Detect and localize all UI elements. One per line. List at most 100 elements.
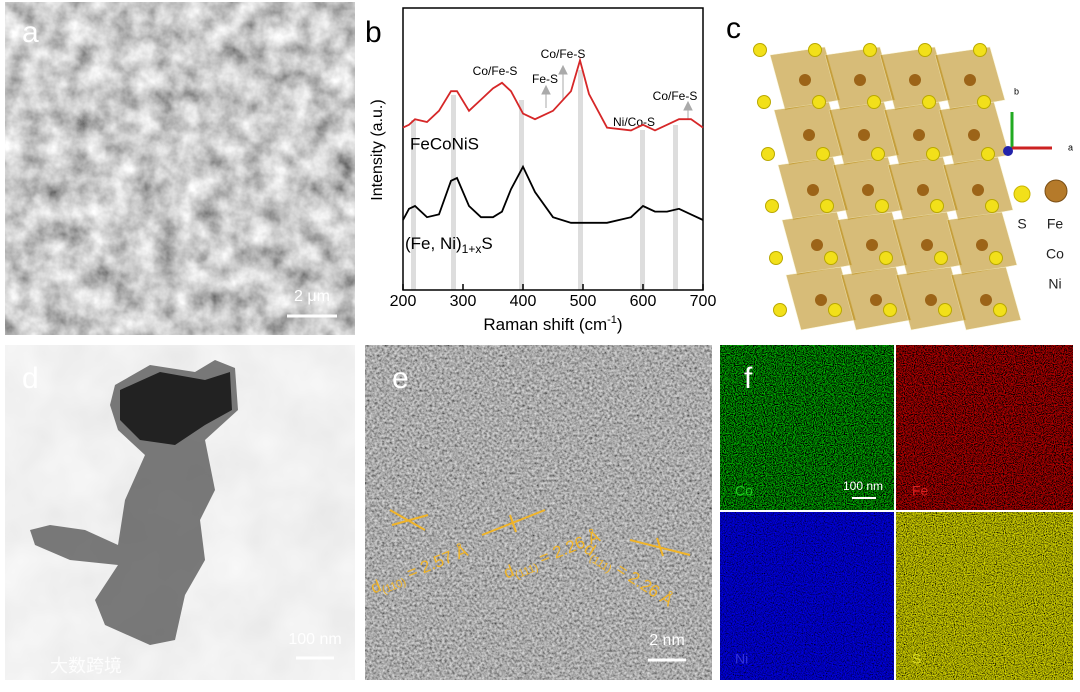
annotation: Co/Fe-S (541, 47, 586, 61)
sulfur-atom (938, 303, 952, 317)
metal-atom (866, 239, 878, 251)
metal-atom (972, 184, 984, 196)
legend-label: Ni (1048, 276, 1061, 292)
x-tick-label: 500 (570, 293, 597, 310)
legend-label: Fe (1047, 216, 1064, 232)
sulfur-atom (816, 147, 830, 161)
metal-atom (807, 184, 819, 196)
axis-label: a (1068, 142, 1073, 152)
label-part: (Fe, Ni) (405, 234, 462, 253)
scale-bar-label: 2 μm (294, 288, 330, 305)
scale-bar-label: 2 nm (649, 632, 685, 649)
label-part: S (481, 234, 492, 253)
label-part: Raman shift (cm (483, 315, 607, 334)
panel-label: e (392, 362, 409, 395)
metal-atom (925, 294, 937, 306)
label-sub: 1+x (462, 242, 482, 256)
metal-atom (917, 184, 929, 196)
sulfur-atom (977, 95, 991, 109)
map-ni (720, 512, 894, 680)
label-sup: -1 (607, 314, 617, 326)
legend-sphere (1044, 179, 1068, 203)
annotation-arrows (541, 64, 693, 120)
x-axis-title: Raman shift (cm-1) (483, 314, 622, 335)
metal-atom (799, 74, 811, 86)
metal-atom (921, 239, 933, 251)
marker (656, 537, 664, 557)
sulfur-atom (930, 199, 944, 213)
axis-indicator: b a (1003, 86, 1073, 156)
sulfur-atom (918, 43, 932, 57)
sulfur-atom (922, 95, 936, 109)
x-tick-label: 400 (510, 293, 537, 310)
legend-label: S (1017, 216, 1026, 232)
sulfur-atom (879, 251, 893, 265)
metal-atom (870, 294, 882, 306)
axis-label: b (1014, 86, 1019, 96)
sulfur-atom (883, 303, 897, 317)
annotation: Fe-S (532, 72, 558, 86)
metal-atom (980, 294, 992, 306)
particle-dense (120, 372, 232, 445)
sulfur-atom (989, 251, 1003, 265)
sulfur-atom (871, 147, 885, 161)
guide (411, 120, 416, 290)
guide (578, 70, 583, 290)
legend-sphere (1013, 185, 1031, 203)
sulfur-atom (863, 43, 877, 57)
scale-bar-label: 100 nm (288, 631, 341, 648)
scale-bar-label: 100 nm (843, 479, 883, 493)
x-tick-label: 300 (450, 293, 477, 310)
y-axis-title: Intensity (a.u.) (369, 99, 386, 200)
map-label: Fe (912, 483, 929, 499)
sem-image (5, 2, 355, 335)
sulfur-atom (828, 303, 842, 317)
metal-atom (803, 129, 815, 141)
x-tick-label: 200 (390, 293, 417, 310)
map-label: Ni (735, 651, 748, 667)
legend-label: Co (1046, 246, 1064, 262)
map-fe (896, 345, 1073, 510)
annotation: Co/Fe-S (653, 89, 698, 103)
panel-label: a (22, 16, 39, 49)
sulfur-atom (808, 43, 822, 57)
metal-atom (815, 294, 827, 306)
sulfur-atom (820, 199, 834, 213)
arrow-head (541, 84, 551, 95)
guide (640, 130, 645, 290)
peak-guides (411, 70, 678, 290)
metal-atom (913, 129, 925, 141)
marker (391, 514, 429, 526)
metal-atom (854, 74, 866, 86)
panel-label: f (744, 362, 753, 395)
watermark: 大数跨境 (50, 656, 122, 676)
spectrum-line (402, 164, 704, 224)
sulfur-atom (824, 251, 838, 265)
metal-atom (858, 129, 870, 141)
sulfur-atom (981, 147, 995, 161)
sulfur-atom (993, 303, 1007, 317)
sulfur-atom (867, 95, 881, 109)
sulfur-atom (875, 199, 889, 213)
metal-atom (964, 74, 976, 86)
x-tick-label: 600 (630, 293, 657, 310)
panel-label: b (365, 16, 382, 49)
sulfur-atom (926, 147, 940, 161)
guide (673, 125, 678, 290)
panel-label: c (726, 12, 741, 45)
sulfur-atom (757, 95, 771, 109)
sulfur-atom (773, 303, 787, 317)
spectrum-line (402, 57, 704, 132)
sulfur-atom (812, 95, 826, 109)
arrow-head (683, 100, 693, 111)
guide (451, 95, 456, 290)
metal-atom (811, 239, 823, 251)
arrow-head (558, 64, 568, 75)
map-s (896, 512, 1073, 680)
sulfur-atom (934, 251, 948, 265)
axis-origin (1003, 146, 1013, 156)
annotation: Co/Fe-S (473, 64, 518, 78)
metal-atom (862, 184, 874, 196)
sulfur-atom (761, 147, 775, 161)
sulfur-atom (985, 199, 999, 213)
